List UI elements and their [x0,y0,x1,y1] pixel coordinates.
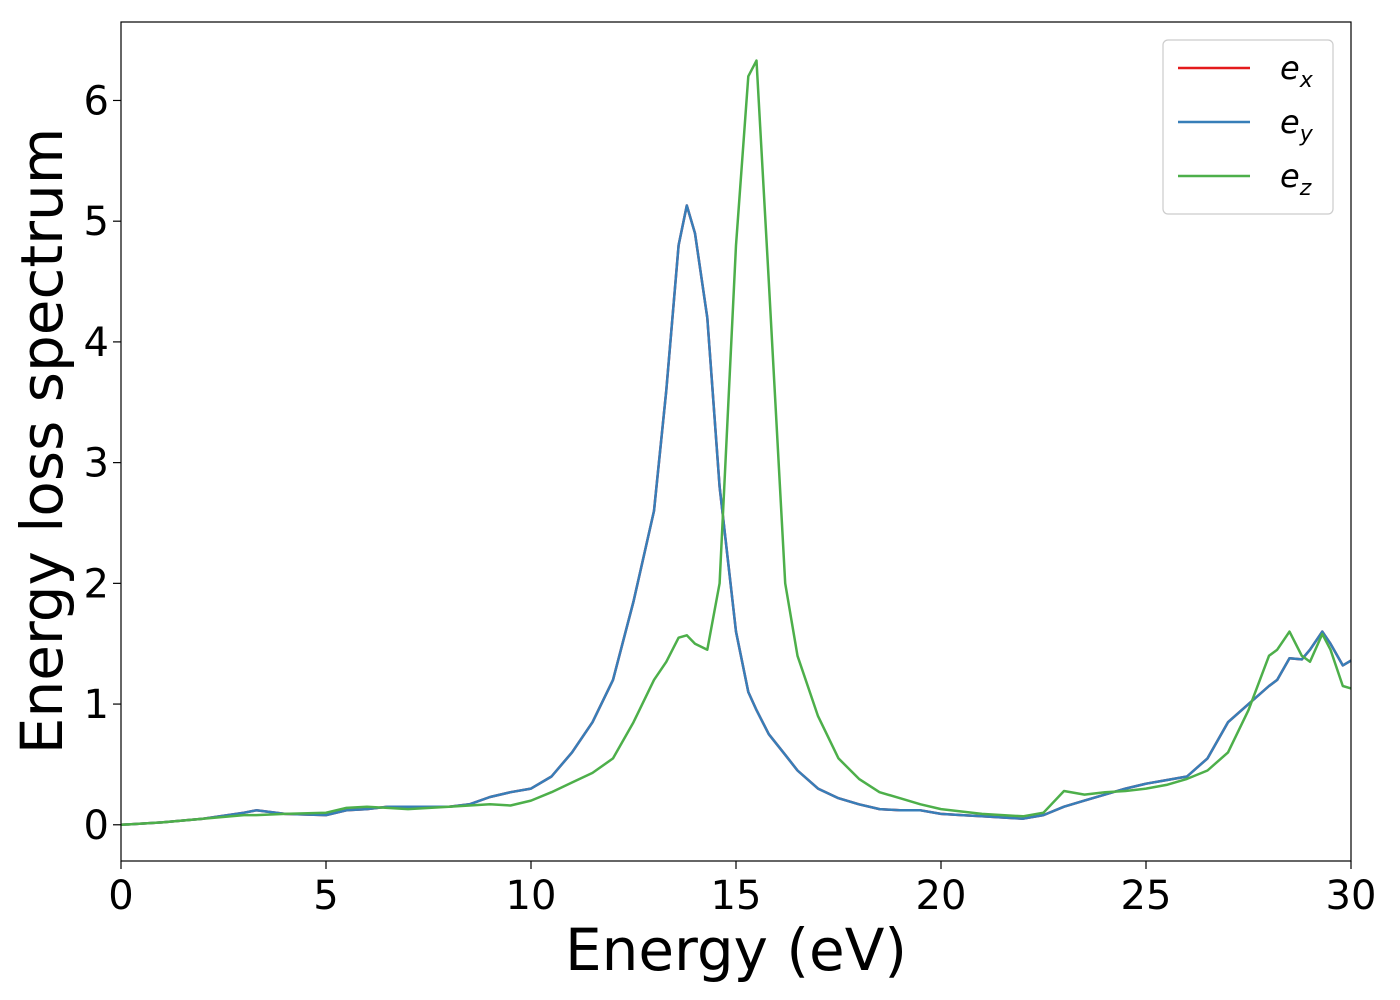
y-tick-label: 6 [84,78,109,124]
x-tick-label: 15 [711,873,762,919]
x-axis-label: Energy (eV) [565,916,907,984]
legend: ex ey ez [1162,39,1334,215]
x-axis: 0 5 10 15 20 25 30 [108,861,1376,919]
legend-label-ez: ez [1280,157,1312,201]
y-tick-label: 0 [84,803,109,849]
x-tick-label: 25 [1121,873,1172,919]
y-tick-label: 2 [84,561,109,607]
series-line-e-z [120,59,1352,827]
x-tick-label: 30 [1326,873,1377,919]
x-tick-label: 20 [916,873,967,919]
x-tick-label: 5 [313,873,338,919]
series-layer [120,59,1352,827]
legend-label-ex: ex [1280,49,1314,93]
y-tick-label: 1 [84,682,109,728]
y-tick-label: 5 [84,199,109,245]
legend-label-ey: ey [1280,103,1314,147]
x-tick-label: 0 [108,873,133,919]
legend-box [1162,39,1334,215]
y-axis: 0 1 2 3 4 5 6 [84,78,121,849]
x-tick-label: 10 [506,873,557,919]
y-tick-label: 3 [84,441,109,487]
y-tick-label: 4 [84,320,109,366]
y-axis-label: Energy loss spectrum [8,128,76,754]
